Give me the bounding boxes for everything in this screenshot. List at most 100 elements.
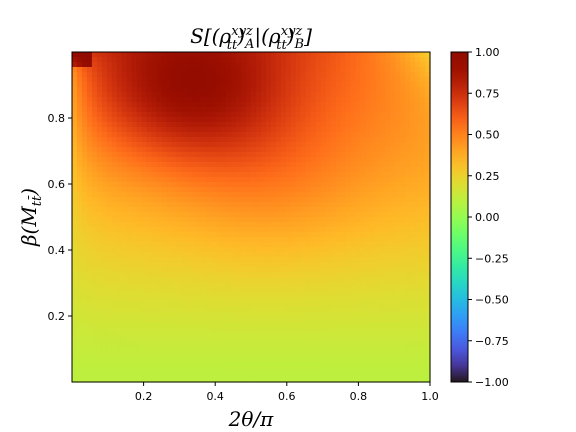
heatmap-cell [260, 247, 267, 253]
heatmap-cell [161, 237, 168, 243]
heatmap-cell [285, 337, 292, 343]
heatmap-cell [206, 322, 212, 328]
heatmap-cell [365, 327, 371, 333]
heatmap-cell [131, 162, 138, 168]
heatmap-cell [310, 82, 317, 88]
heatmap-cell [86, 197, 93, 203]
heatmap-cell [290, 177, 297, 183]
heatmap-cell [126, 192, 133, 198]
heatmap-cell [72, 337, 78, 343]
heatmap-cell [300, 187, 307, 193]
heatmap-cell [395, 107, 401, 113]
heatmap-cell [415, 182, 421, 188]
heatmap-cell [325, 62, 332, 68]
heatmap-cell [201, 117, 207, 123]
heatmap-cell [246, 302, 252, 308]
heatmap-cell [241, 167, 247, 173]
heatmap-cell [121, 192, 128, 198]
heatmap-cell [81, 137, 88, 143]
heatmap-cell [310, 207, 317, 213]
heatmap-cell [121, 357, 128, 363]
heatmap-cell [176, 172, 182, 178]
heatmap-cell [305, 67, 312, 73]
heatmap-cell [241, 137, 247, 143]
heatmap-cell [315, 197, 322, 203]
heatmap-cell [201, 162, 207, 168]
heatmap-cell [176, 87, 182, 93]
heatmap-cell [91, 137, 98, 143]
heatmap-cell [161, 127, 168, 133]
heatmap-cell [161, 342, 168, 348]
heatmap-cell [241, 217, 247, 223]
heatmap-cell [270, 67, 277, 73]
heatmap-cell [335, 272, 342, 278]
heatmap-cell [191, 342, 197, 348]
heatmap-cell [280, 377, 287, 383]
heatmap-cell [226, 327, 232, 333]
heatmap-cell [72, 297, 78, 303]
heatmap-cell [246, 372, 252, 378]
heatmap-cell [246, 262, 252, 268]
heatmap-cell [385, 297, 391, 303]
heatmap-cell [400, 132, 406, 138]
heatmap-cell [345, 372, 352, 378]
heatmap-cell [405, 317, 411, 323]
heatmap-cell [330, 327, 337, 333]
heatmap-cell [410, 117, 416, 123]
heatmap-cell [390, 347, 396, 353]
heatmap-cell [425, 232, 431, 238]
heatmap-cell [236, 117, 242, 123]
heatmap-cell [370, 82, 376, 88]
heatmap-cell [305, 117, 312, 123]
heatmap-cell [91, 287, 98, 293]
heatmap-cell [196, 217, 202, 223]
heatmap-cell [260, 287, 267, 293]
heatmap-cell [181, 287, 187, 293]
heatmap-cell [251, 267, 257, 273]
heatmap-cell [320, 197, 327, 203]
heatmap-cell [116, 117, 123, 123]
heatmap-cell [81, 207, 88, 213]
heatmap-cell [260, 212, 267, 218]
heatmap-cell [405, 52, 411, 58]
heatmap-cell [251, 277, 257, 283]
heatmap-cell [146, 297, 153, 303]
heatmap-cell [196, 87, 202, 93]
heatmap-cell [196, 312, 202, 318]
heatmap-cell [285, 132, 292, 138]
heatmap-cell [395, 227, 401, 233]
heatmap-cell [72, 172, 78, 178]
heatmap-cell [350, 247, 357, 253]
heatmap-cell [295, 102, 302, 108]
heatmap-cell [390, 342, 396, 348]
heatmap-cell [146, 177, 153, 183]
heatmap-cell [91, 62, 98, 68]
heatmap-cell [420, 317, 426, 323]
heatmap-cell [360, 97, 366, 103]
heatmap-cell [410, 182, 416, 188]
heatmap-cell [420, 257, 426, 263]
heatmap-cell [231, 157, 237, 163]
heatmap-cell [221, 227, 227, 233]
heatmap-cell [146, 307, 153, 313]
heatmap-cell [181, 97, 187, 103]
heatmap-cell [280, 67, 287, 73]
heatmap-cell [345, 257, 352, 263]
heatmap-cell [415, 72, 421, 78]
heatmap-cell [285, 322, 292, 328]
heatmap-cell [196, 142, 202, 148]
heatmap-cell [216, 287, 222, 293]
heatmap-cell [76, 182, 83, 188]
heatmap-cell [320, 62, 327, 68]
heatmap-cell [76, 367, 83, 373]
heatmap-cell [176, 82, 182, 88]
heatmap-cell [186, 262, 192, 268]
heatmap-cell [260, 327, 267, 333]
heatmap-cell [76, 87, 83, 93]
heatmap-cell [415, 152, 421, 158]
heatmap-cell [395, 112, 401, 118]
heatmap-cell [176, 302, 182, 308]
heatmap-cell [141, 372, 148, 378]
heatmap-cell [375, 157, 381, 163]
heatmap-cell [395, 167, 401, 173]
